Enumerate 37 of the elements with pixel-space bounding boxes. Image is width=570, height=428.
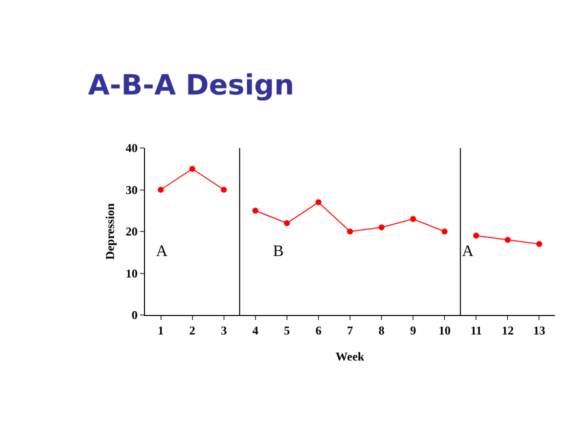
y-axis-title: Depression — [102, 202, 117, 260]
point — [315, 199, 322, 206]
x-tick-label: 1 — [158, 323, 164, 338]
x-tick-label: 11 — [470, 323, 482, 338]
point — [220, 186, 227, 193]
point — [442, 228, 448, 234]
point — [378, 224, 385, 230]
x-tick-label: 2 — [189, 323, 196, 338]
annotation: B — [273, 243, 284, 260]
point — [536, 241, 542, 248]
annotation: A — [462, 243, 474, 260]
point — [158, 186, 164, 193]
x-tick-label: 6 — [315, 323, 322, 338]
x-tick-label: 13 — [533, 323, 546, 338]
point — [189, 166, 196, 172]
x-tick-label: 4 — [252, 323, 258, 338]
x-tick-label: 12 — [502, 323, 514, 338]
point — [252, 208, 258, 214]
point — [473, 232, 480, 239]
y-tick-label: 0 — [132, 308, 138, 322]
x-tick-label: 3 — [220, 323, 227, 338]
point — [504, 236, 511, 243]
chart-title: A-B-A Design — [88, 68, 294, 102]
y-tick-label: 30 — [126, 182, 138, 197]
x-tick-label: 9 — [410, 323, 416, 338]
x-tick-label: 5 — [284, 323, 290, 338]
x-tick-label: 7 — [347, 323, 353, 338]
x-tick-label: 10 — [438, 323, 451, 338]
y-tick-label: 20 — [126, 224, 138, 239]
point — [410, 216, 416, 222]
point — [347, 228, 353, 234]
x-axis-title: Week — [336, 349, 365, 364]
x-tick-label: 8 — [378, 323, 385, 338]
annotation: A — [156, 243, 168, 260]
y-tick-label: 10 — [126, 266, 138, 280]
point — [284, 220, 290, 226]
y-tick-label: 40 — [126, 141, 138, 156]
